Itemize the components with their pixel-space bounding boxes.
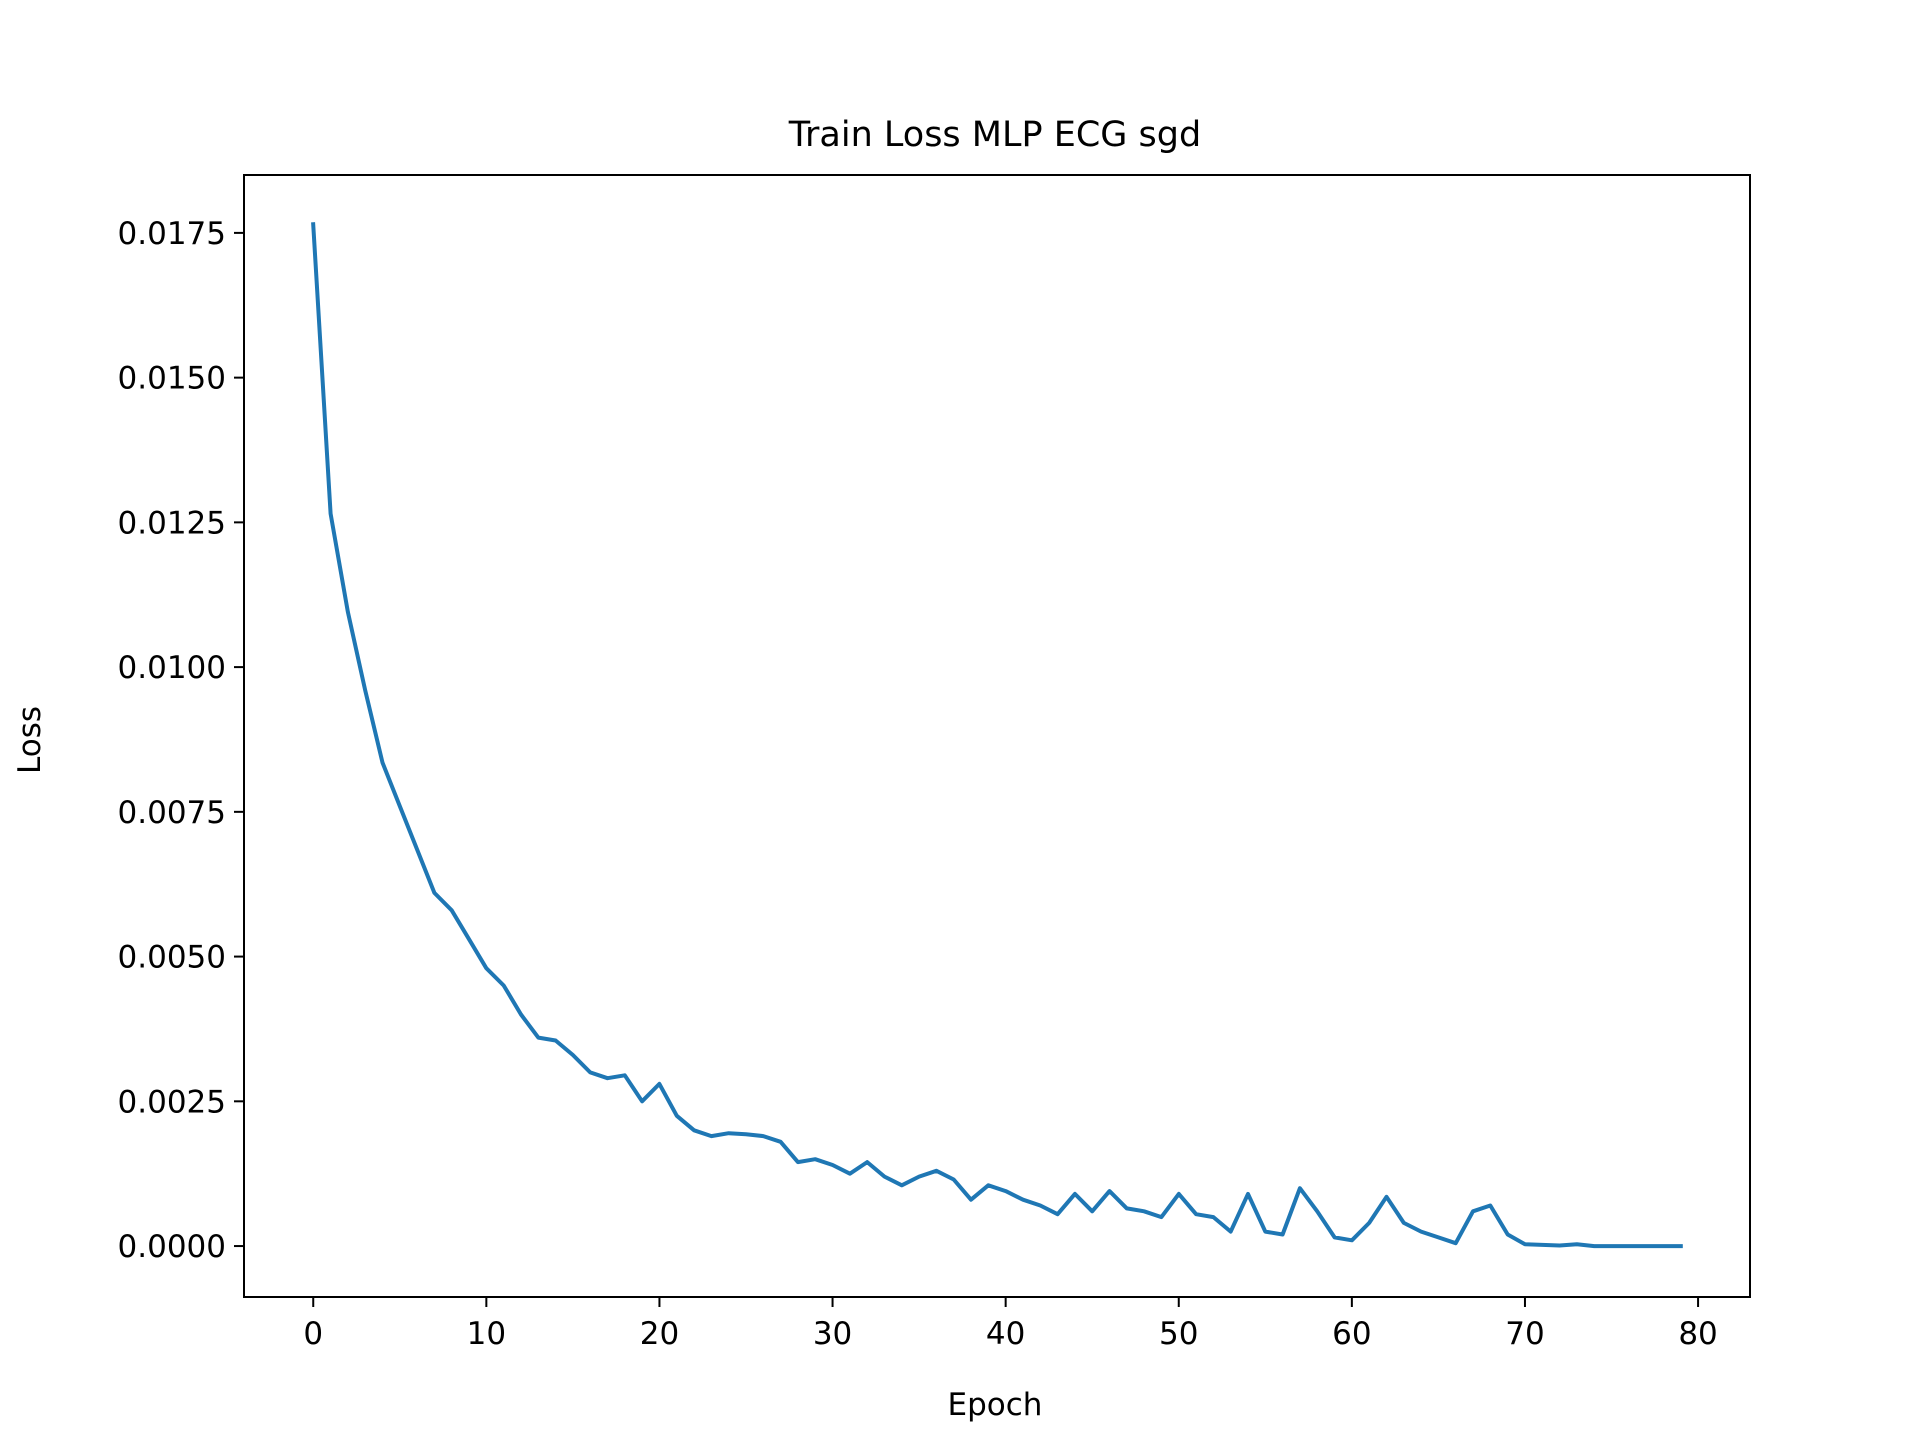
- x-tick-label: 20: [640, 1316, 679, 1352]
- x-axis-ticks: 0 10 20 30 40 50 60 70 80: [303, 1297, 1718, 1352]
- y-tick-label: 0.0075: [118, 795, 226, 831]
- y-tick-label: 0.0150: [118, 361, 226, 397]
- y-tick-label: 0.0100: [118, 650, 226, 686]
- y-tick-label: 0.0125: [118, 505, 226, 541]
- x-tick-label: 40: [986, 1316, 1025, 1352]
- x-axis-label: Epoch: [948, 1387, 1043, 1423]
- chart-title: Train Loss MLP ECG sgd: [788, 115, 1201, 155]
- y-axis-ticks: 0.0000 0.0025 0.0050 0.0075 0.0100 0.0125 0.01…: [118, 216, 244, 1265]
- x-tick-label: 0: [303, 1316, 323, 1352]
- x-tick-label: 70: [1505, 1316, 1544, 1352]
- y-tick-label: 0.0175: [118, 216, 226, 252]
- x-tick-label: 60: [1332, 1316, 1371, 1352]
- y-tick-label: 0.0000: [118, 1229, 226, 1265]
- x-tick-label: 80: [1678, 1316, 1717, 1352]
- y-axis-label: Loss: [12, 706, 48, 774]
- x-tick-label: 50: [1159, 1316, 1198, 1352]
- y-tick-label: 0.0025: [118, 1084, 226, 1120]
- train-loss-line: [311, 222, 1683, 1249]
- x-tick-label: 10: [467, 1316, 506, 1352]
- y-tick-label: 0.0050: [118, 940, 226, 976]
- plot-area-frame: [243, 174, 1751, 1298]
- series-layer: [311, 222, 1683, 1249]
- x-tick-label: 30: [813, 1316, 852, 1352]
